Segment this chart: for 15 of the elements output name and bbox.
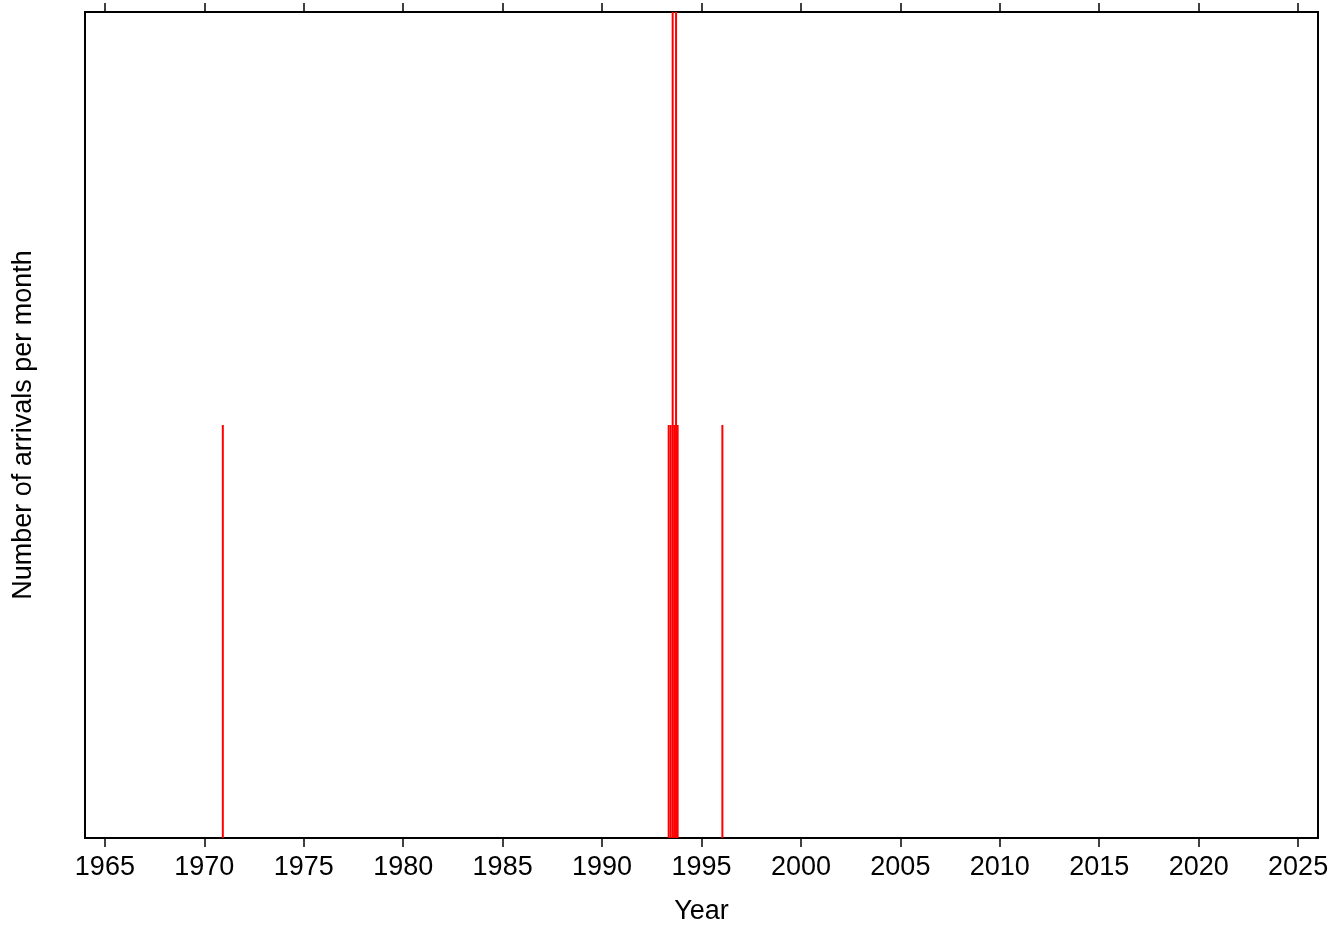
- x-tick-label: 1975: [273, 850, 334, 881]
- x-tick-label: 1995: [671, 850, 732, 881]
- x-tick-label: 1970: [174, 850, 235, 881]
- x-tick-label: 2005: [870, 850, 931, 881]
- x-tick-label: 1985: [472, 850, 533, 881]
- x-tick-label: 1980: [373, 850, 434, 881]
- x-tick-label: 1990: [572, 850, 633, 881]
- x-tick-label: 2020: [1168, 850, 1229, 881]
- y-axis-title: Number of arrivals per month: [6, 250, 37, 600]
- x-tick-label: 2025: [1268, 850, 1329, 881]
- x-tick-label: 2015: [1069, 850, 1130, 881]
- x-axis-title: Year: [674, 894, 729, 925]
- x-tick-label: 1965: [74, 850, 135, 881]
- x-tick-label: 2000: [770, 850, 831, 881]
- x-tick-label: 2010: [969, 850, 1030, 881]
